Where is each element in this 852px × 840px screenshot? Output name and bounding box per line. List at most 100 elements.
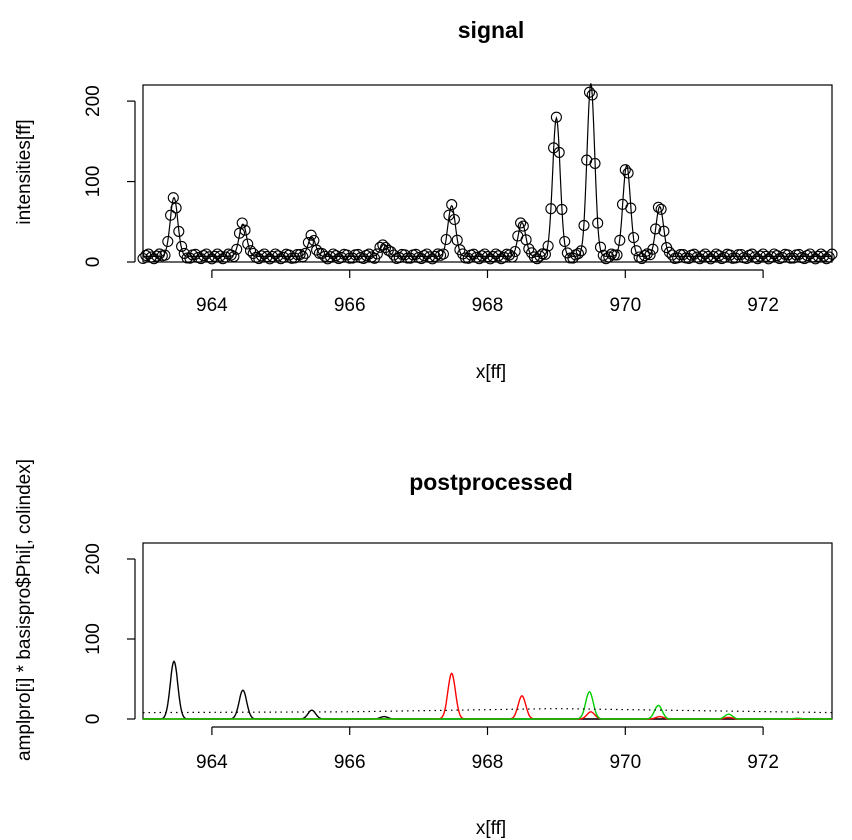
data-point [583, 86, 596, 98]
data-point [159, 249, 171, 261]
x-tick-label: 970 [609, 295, 641, 316]
data-point [341, 249, 353, 261]
data-point [550, 111, 562, 123]
data-point [807, 251, 819, 263]
data-point [173, 225, 185, 237]
data-point [300, 247, 312, 259]
data-point [294, 248, 306, 260]
data-point [228, 250, 240, 263]
data-point [302, 236, 314, 249]
data-point [823, 251, 835, 263]
data-point [793, 248, 805, 260]
data-point [572, 248, 584, 260]
data-point [652, 201, 664, 213]
x-tick-label: 972 [747, 295, 779, 316]
data-point [760, 250, 772, 262]
data-point [724, 249, 736, 261]
data-point [233, 227, 246, 239]
data-point [729, 252, 742, 264]
data-point [776, 251, 788, 264]
data-point [311, 244, 323, 256]
data-point [707, 251, 720, 263]
data-point [578, 219, 590, 231]
data-point [639, 250, 651, 262]
data-point [448, 213, 460, 226]
data-point [487, 251, 499, 263]
data-point [283, 249, 295, 261]
x-tick-label: 968 [472, 752, 504, 773]
data-point [498, 251, 510, 263]
data-point [324, 251, 336, 263]
data-point [462, 252, 474, 264]
data-point [696, 250, 709, 262]
data-point [628, 232, 640, 244]
data-point [291, 249, 303, 261]
baseline-dotted-line [142, 707, 833, 714]
x-axis-label: x[ff] [476, 818, 506, 839]
data-point [812, 250, 824, 262]
data-point [509, 245, 521, 258]
y-axis-label: intensities[ff] [14, 119, 35, 224]
data-point [622, 167, 634, 179]
data-point [153, 248, 166, 260]
data-point [239, 224, 251, 236]
data-point [261, 251, 273, 263]
x-tick-label: 968 [472, 295, 504, 316]
data-point [363, 248, 375, 260]
data-point [203, 251, 215, 263]
component-line-2 [143, 672, 832, 720]
data-point [170, 202, 182, 214]
data-point [545, 203, 557, 215]
data-point [424, 251, 436, 263]
data-point [594, 241, 607, 253]
data-point [611, 249, 623, 261]
y-tick-label: 0 [83, 714, 104, 725]
data-point [220, 251, 232, 263]
data-point [539, 248, 551, 260]
y-tick-label: 100 [83, 623, 104, 655]
data-point [236, 217, 248, 229]
data-point [787, 252, 799, 264]
y-tick-label: 100 [83, 166, 104, 198]
data-point [209, 250, 221, 262]
data-point [506, 251, 518, 263]
data-point [718, 251, 731, 263]
data-point [556, 203, 568, 215]
data-point [677, 249, 689, 261]
data-point [666, 249, 678, 261]
data-point [410, 248, 422, 260]
data-point [330, 250, 342, 262]
component-line-1 [143, 660, 832, 720]
data-point [765, 251, 777, 263]
data-point [782, 249, 794, 261]
data-point [371, 248, 383, 260]
x-tick-label: 966 [334, 752, 366, 773]
x-tick-label: 966 [334, 295, 366, 316]
plot-frame [142, 542, 833, 720]
data-point [176, 240, 188, 252]
data-point [165, 209, 177, 221]
data-point [647, 243, 659, 255]
data-point [162, 235, 174, 248]
data-point [586, 89, 598, 101]
data-point [826, 248, 838, 260]
data-point [630, 245, 642, 257]
data-point [503, 249, 516, 261]
data-point [592, 217, 604, 229]
data-point [534, 250, 546, 262]
data-point [352, 248, 364, 260]
data-point [575, 245, 587, 257]
data-point [184, 252, 196, 264]
data-point [492, 250, 505, 262]
x-tick-label: 964 [196, 752, 228, 773]
data-point [735, 248, 747, 261]
data-point [278, 251, 290, 263]
data-point [515, 217, 527, 229]
data-point [625, 202, 637, 214]
data-point [272, 250, 284, 262]
data-point [663, 246, 675, 258]
data-point [658, 225, 670, 237]
data-point [266, 250, 279, 263]
data-point [683, 252, 695, 264]
